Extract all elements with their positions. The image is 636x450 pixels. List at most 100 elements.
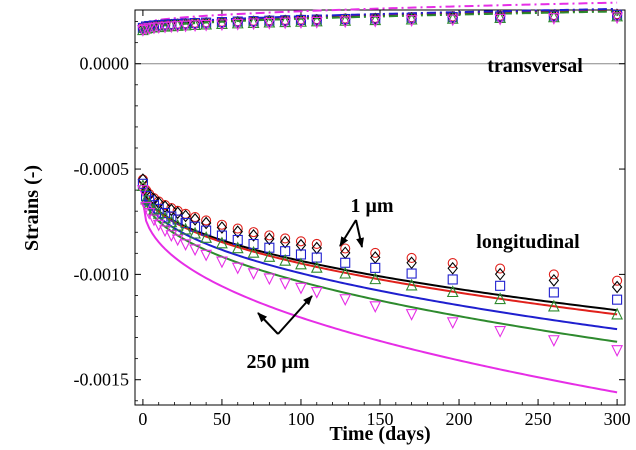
transversal-data-point-triangle-down bbox=[247, 18, 260, 31]
longitudinal-data-point-diamond bbox=[264, 232, 275, 246]
transversal-data-point-triangle-up bbox=[231, 16, 244, 29]
longitudinal-data-point-square bbox=[248, 238, 259, 250]
transversal-data-point-triangle-down bbox=[159, 21, 171, 34]
longitudinal-model-curve-blue bbox=[141, 185, 618, 331]
longitudinal-data-point-circle bbox=[232, 223, 243, 234]
transversal-data-point-triangle-down bbox=[310, 16, 323, 29]
longitudinal-data-point-triangle-down bbox=[200, 249, 213, 262]
longitudinal-data-point-triangle-up bbox=[179, 222, 192, 235]
longitudinal-data-point-square bbox=[495, 280, 506, 291]
transversal-data-point-triangle-down bbox=[165, 21, 178, 34]
arrow-1um-left bbox=[339, 219, 357, 247]
longitudinal-data-point-triangle-down bbox=[295, 282, 307, 295]
annotation-arrows bbox=[257, 219, 364, 335]
transversal-data-point-triangle-down bbox=[405, 15, 418, 27]
transversal-data-point-triangle-up bbox=[494, 11, 507, 24]
longitudinal-data-point-diamond bbox=[189, 213, 201, 226]
longitudinal-data-point-diamond bbox=[172, 206, 183, 220]
x-tick-label: 150 bbox=[367, 409, 394, 429]
longitudinal-data-point-triangle-up bbox=[547, 299, 560, 312]
transversal-data-point-triangle-up bbox=[446, 11, 459, 24]
experimental-markers bbox=[137, 8, 623, 357]
longitudinal-data-point-circle bbox=[447, 258, 458, 269]
longitudinal-data-point-square bbox=[190, 221, 201, 232]
transversal-data-point-triangle-down bbox=[494, 13, 507, 26]
longitudinal-data-point-circle bbox=[295, 236, 307, 247]
longitudinal-data-point-circle bbox=[612, 275, 623, 286]
longitudinal-data-point-triangle-down bbox=[446, 317, 459, 330]
longitudinal-data-point-triangle-up bbox=[611, 307, 623, 320]
longitudinal-data-point-diamond bbox=[279, 235, 291, 249]
longitudinal-data-point-diamond bbox=[406, 256, 417, 270]
annotation-longitudinal: longitudinal bbox=[476, 231, 580, 253]
longitudinal-data-point-diamond bbox=[548, 273, 560, 287]
longitudinal-data-point-triangle-down bbox=[179, 239, 192, 252]
transversal-data-point-triangle-down bbox=[446, 14, 459, 27]
longitudinal-data-point-triangle-up bbox=[263, 250, 276, 262]
longitudinal-data-point-circle bbox=[406, 252, 417, 263]
transversal-data-point-triangle-up bbox=[263, 15, 276, 28]
transversal-data-point-triangle-down bbox=[295, 17, 307, 30]
longitudinal-data-point-triangle-up bbox=[295, 257, 307, 270]
x-tick-label: 200 bbox=[446, 409, 473, 429]
longitudinal-data-point-triangle-up bbox=[189, 226, 201, 239]
transversal-data-point-triangle-down bbox=[231, 18, 244, 31]
transversal-data-point-triangle-up bbox=[405, 12, 418, 25]
longitudinal-data-point-triangle-down bbox=[339, 294, 352, 306]
longitudinal-data-point-triangle-down bbox=[310, 287, 323, 299]
transversal-data-point-triangle-up bbox=[295, 14, 307, 27]
transversal-data-point-triangle-up bbox=[179, 18, 192, 31]
longitudinal-data-point-diamond bbox=[494, 267, 506, 281]
transversal-data-point-triangle-down bbox=[152, 22, 165, 35]
longitudinal-data-point-diamond bbox=[248, 229, 259, 242]
longitudinal-data-point-triangle-down bbox=[279, 278, 292, 290]
longitudinal-data-point-triangle-down bbox=[165, 230, 178, 242]
transversal-data-point-triangle-up bbox=[339, 13, 352, 26]
longitudinal-data-point-triangle-up bbox=[231, 241, 244, 254]
longitudinal-data-point-square bbox=[406, 268, 417, 279]
longitudinal-data-point-triangle-up bbox=[216, 236, 228, 249]
transversal-data-point-triangle-down bbox=[137, 24, 149, 37]
longitudinal-model-curve-red bbox=[141, 183, 618, 316]
longitudinal-data-point-triangle-up bbox=[310, 260, 323, 273]
longitudinal-data-point-diamond bbox=[216, 221, 228, 234]
x-axis-title: Time (days) bbox=[329, 423, 430, 445]
longitudinal-data-point-circle bbox=[311, 238, 322, 250]
longitudinal-data-point-triangle-up bbox=[339, 266, 352, 279]
transversal-data-point-triangle-up bbox=[369, 13, 382, 26]
longitudinal-data-point-diamond bbox=[200, 216, 212, 230]
longitudinal-data-point-triangle-down bbox=[143, 208, 156, 220]
longitudinal-data-point-triangle-up bbox=[171, 218, 184, 231]
arrow-250um-right bbox=[277, 295, 313, 335]
x-tick-label: 100 bbox=[287, 409, 314, 429]
longitudinal-data-point-circle bbox=[548, 269, 559, 280]
longitudinal-data-point-square bbox=[612, 294, 623, 305]
longitudinal-data-point-triangle-up bbox=[140, 192, 152, 205]
longitudinal-data-point-triangle-up bbox=[446, 285, 459, 298]
y-tick-label: 0.0000 bbox=[80, 54, 130, 74]
y-tick-label: -0.0015 bbox=[74, 370, 130, 390]
transversal-data-point-triangle-down bbox=[263, 17, 276, 30]
transversal-data-point-triangle-down bbox=[179, 20, 192, 33]
arrow-1um-right bbox=[355, 219, 364, 248]
annotation-250um: 250 μm bbox=[247, 351, 310, 373]
transversal-data-point-triangle-down bbox=[369, 15, 382, 28]
longitudinal-data-point-square bbox=[232, 234, 243, 246]
transversal-data-point-triangle-down bbox=[279, 17, 292, 30]
transversal-data-point-triangle-down bbox=[200, 19, 213, 32]
x-tick-label: 0 bbox=[138, 409, 147, 429]
x-tick-label: 300 bbox=[604, 409, 631, 429]
longitudinal-data-point-circle bbox=[264, 230, 275, 241]
arrow-250um-left bbox=[257, 312, 279, 335]
annotation-transversal: transversal bbox=[487, 55, 583, 77]
transversal-data-point-triangle-down bbox=[611, 12, 623, 25]
transversal-data-point-triangle-down bbox=[547, 13, 560, 25]
longitudinal-data-point-triangle-up bbox=[152, 206, 165, 219]
longitudinal-data-point-triangle-up bbox=[200, 231, 213, 243]
longitudinal-data-point-triangle-up bbox=[494, 292, 507, 305]
longitudinal-data-point-diamond bbox=[611, 280, 623, 294]
longitudinal-data-point-circle bbox=[370, 247, 381, 258]
longitudinal-data-point-triangle-up bbox=[279, 253, 292, 266]
longitudinal-data-point-square bbox=[201, 225, 212, 236]
transversal-data-point-triangle-down bbox=[189, 20, 201, 33]
